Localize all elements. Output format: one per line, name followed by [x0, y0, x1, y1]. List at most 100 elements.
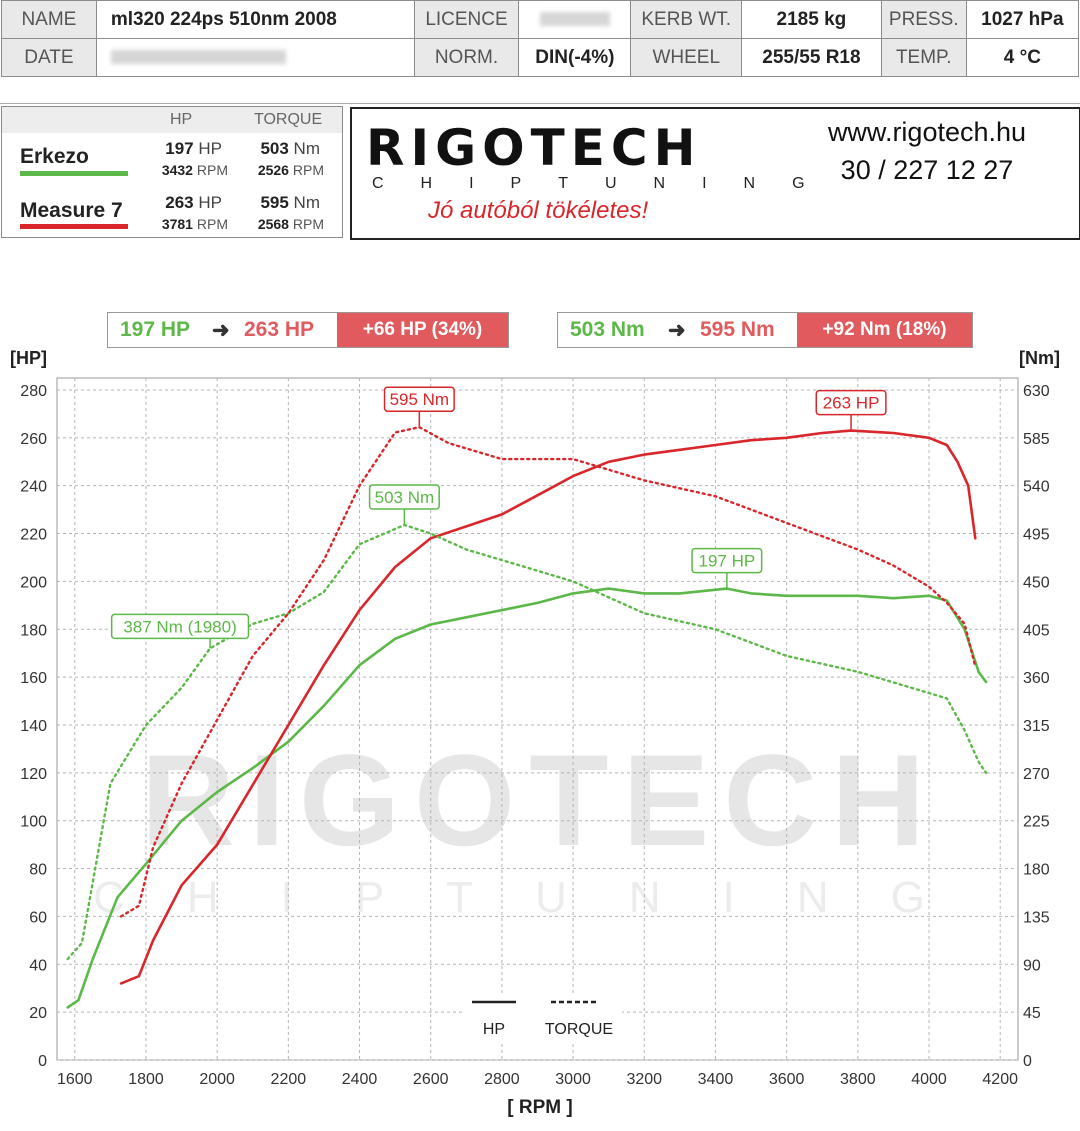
y-left-tick-label: 120 [20, 766, 47, 783]
name-label: NAME [1, 0, 97, 39]
y-right-tick-label: 0 [1023, 1053, 1032, 1070]
watermark-brand: RIGOTECH [141, 727, 939, 873]
annotation-3: 503 Nm [368, 484, 440, 526]
run-legend: HP TORQUE Erkezo 197 HP 3432 RPM 503 Nm … [1, 106, 343, 238]
date-label: DATE [1, 38, 97, 77]
y-left-tick-label: 140 [20, 718, 47, 735]
x-tick-label: 3800 [840, 1071, 876, 1088]
y-right-tick-label: 180 [1023, 862, 1050, 879]
annotation-label: 387 Nm (1980) [123, 617, 236, 636]
run-2-hp-rpm: 3781 RPM [161, 216, 228, 232]
chart-series [66, 426, 988, 1009]
wheel-value: 255/55 R18 [741, 38, 882, 77]
y-right-tick-label: 630 [1023, 383, 1050, 400]
run-2-nm: 595 Nm [260, 193, 320, 212]
date-redacted [110, 50, 286, 65]
legend-col-torque: TORQUE [254, 111, 323, 128]
nm-gain: +92 Nm (18%) [797, 313, 972, 347]
legend-header-bg [2, 107, 342, 133]
press-label: PRESS. [880, 0, 967, 39]
norm-value: DIN(-4%) [518, 38, 632, 77]
annotation-box [368, 484, 440, 510]
run-1-hp-rpm: 3432 RPM [161, 162, 228, 178]
annotation-box [110, 613, 250, 640]
series-line-4 [119, 426, 977, 918]
licence-redacted [539, 12, 610, 27]
plot-frame [56, 377, 1019, 1061]
run-1-swatch [20, 171, 128, 176]
legend-hp-label: HP [483, 1021, 505, 1038]
hp-after: 263 HP [244, 318, 315, 341]
y-left-tick-label: 240 [20, 479, 47, 496]
annotation-label: 263 HP [823, 394, 880, 413]
y-right-tick-label: 450 [1023, 574, 1050, 591]
y-right-tick-label: 225 [1023, 814, 1050, 831]
run-1-nm-rpm: 2526 RPM [257, 162, 324, 178]
x-tick-label: 4000 [911, 1071, 947, 1088]
nm-before: 503 Nm [570, 318, 645, 341]
x-tick-label: 1600 [57, 1071, 93, 1088]
annotation-box [815, 389, 887, 416]
header-table: NAME ml320 224ps 510nm 2008 LICENCE KERB… [0, 0, 1080, 84]
hp-gain: +66 HP (34%) [337, 313, 508, 347]
y-right-tick-label: 585 [1023, 431, 1050, 448]
separator-line [0, 103, 1080, 104]
y-right-tick-label: 405 [1023, 622, 1050, 639]
run-1-hp: 197 HP [165, 139, 222, 158]
y-left-tick-label: 80 [29, 862, 47, 879]
chart-legend: HP TORQUE [462, 996, 622, 1042]
x-tick-label: 2800 [484, 1071, 520, 1088]
x-tick-label: 2000 [199, 1071, 235, 1088]
wheel-label: WHEEL [630, 38, 743, 77]
annotation-2: 263 HP [815, 389, 887, 431]
chart-annotations: 595 Nm 263 HP 503 Nm 197 HP 387 Nm (1980) [110, 386, 887, 649]
y-left-tick-label: 260 [20, 431, 47, 448]
nm-arrow-icon: ➜ [668, 319, 686, 342]
norm-label: NORM. [413, 38, 520, 77]
hp-before: 197 HP [120, 318, 191, 341]
annotation-label: 503 Nm [375, 488, 435, 507]
run-2-swatch [20, 224, 128, 229]
y-right-tick-label: 45 [1023, 1005, 1041, 1022]
nm-comparison: 503 Nm ➜ 595 Nm +92 Nm (18%) [557, 312, 973, 348]
y-right-tick-label: 270 [1023, 766, 1050, 783]
run-2-name: Measure 7 [20, 199, 123, 222]
annotation-label: 197 HP [699, 552, 756, 571]
y-right-tick-label: 135 [1023, 909, 1050, 926]
x-tick-label: 2200 [271, 1071, 307, 1088]
annotation-1: 595 Nm [383, 386, 455, 428]
run-2-hp: 263 HP [165, 193, 222, 212]
licence-label: LICENCE [413, 0, 520, 39]
rigotech-banner: RIGOTECH CHIPTUNING Jó autóból tökéletes… [350, 107, 1080, 240]
series-line-1 [66, 587, 988, 1009]
x-axis-title: [ RPM ] [507, 1097, 572, 1118]
rigotech-logo: RIGOTECH [366, 119, 702, 177]
run-2-nm-rpm: 2568 RPM [257, 216, 324, 232]
y-right-tick-label: 360 [1023, 670, 1050, 687]
website-link[interactable]: www.rigotech.hu [827, 117, 1027, 147]
hp-arrow-icon: ➜ [212, 319, 230, 342]
temp-label: TEMP. [880, 38, 967, 77]
y-left-tick-label: 160 [20, 670, 47, 687]
y-left-tick-label: 200 [20, 574, 47, 591]
series-line-2 [119, 429, 977, 985]
kerb-label: KERB WT. [630, 0, 743, 39]
name-value: ml320 224ps 510nm 2008 [95, 0, 415, 39]
annotation-box [383, 386, 455, 412]
y-left-tick-label: 180 [20, 622, 47, 639]
y-right-tick-label: 315 [1023, 718, 1050, 735]
x-tick-label: 2600 [413, 1071, 449, 1088]
y-left-tick-label: 100 [20, 814, 47, 831]
series-line-3 [66, 523, 988, 961]
y-right-axis-title: [Nm] [1019, 348, 1060, 368]
run-1-nm: 503 Nm [260, 139, 320, 158]
x-tick-label: 1800 [128, 1071, 164, 1088]
annotation-box [691, 547, 763, 574]
annotation-label: 595 Nm [390, 390, 450, 409]
licence-value [518, 0, 632, 39]
legend-bg [462, 996, 622, 1042]
nm-after: 595 Nm [700, 318, 775, 341]
legend-torque-label: TORQUE [545, 1021, 613, 1038]
y-left-tick-label: 220 [20, 527, 47, 544]
